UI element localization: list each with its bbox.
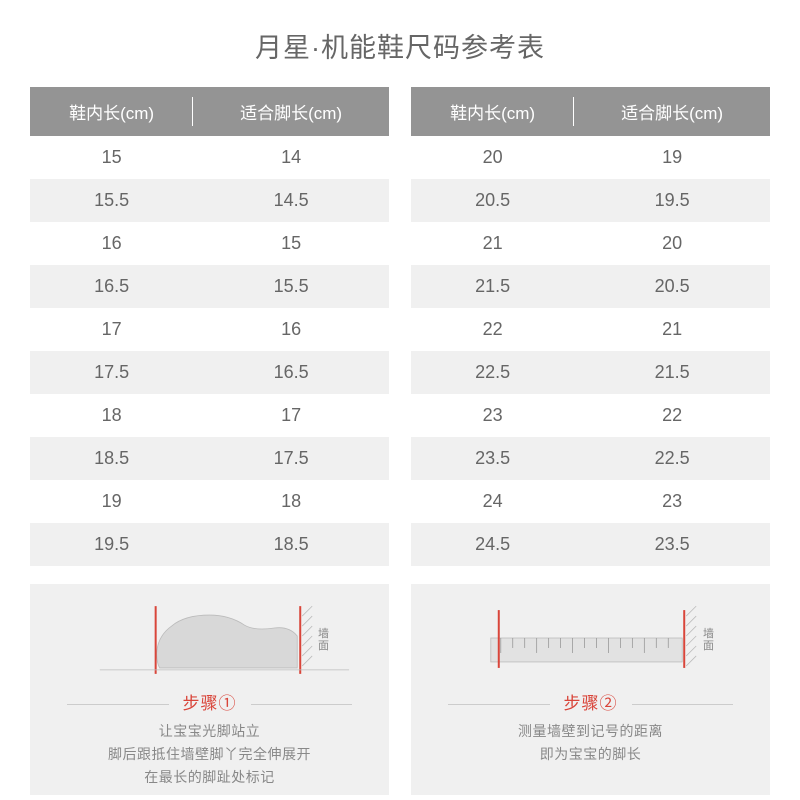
cell-insole: 17.5 [30, 351, 193, 394]
step-2-line2: 即为宝宝的脚长 [421, 743, 760, 766]
step-2-line1: 测量墙壁到记号的距离 [421, 720, 760, 743]
cell-insole: 23 [411, 394, 574, 437]
cell-insole: 20.5 [411, 179, 574, 222]
table-row: 19.518.5 [30, 523, 389, 566]
cell-foot: 22.5 [574, 437, 770, 480]
th-insole: 鞋内长(cm) [30, 87, 193, 136]
cell-insole: 15 [30, 136, 193, 179]
table-row: 17.516.5 [30, 351, 389, 394]
step-1-line1: 让宝宝光脚站立 [40, 720, 379, 743]
step-1-line3: 在最长的脚趾处标记 [40, 766, 379, 789]
table-row: 2423 [411, 480, 770, 523]
cell-insole: 18 [30, 394, 193, 437]
table-row: 18.517.5 [30, 437, 389, 480]
cell-insole: 16.5 [30, 265, 193, 308]
tables-container: 鞋内长(cm) 适合脚长(cm) 151415.514.5161516.515.… [0, 87, 800, 566]
cell-insole: 18.5 [30, 437, 193, 480]
cell-foot: 21.5 [574, 351, 770, 394]
cell-foot: 15 [193, 222, 389, 265]
cell-insole: 21 [411, 222, 574, 265]
page-title: 月星·机能鞋尺码参考表 [0, 0, 800, 87]
cell-insole: 24 [411, 480, 574, 523]
table-row: 15.514.5 [30, 179, 389, 222]
cell-foot: 19 [574, 136, 770, 179]
cell-foot: 20 [574, 222, 770, 265]
cell-foot: 20.5 [574, 265, 770, 308]
cell-foot: 23.5 [574, 523, 770, 566]
table-row: 1918 [30, 480, 389, 523]
wall-label-1: 墙面 [318, 628, 329, 652]
cell-foot: 16 [193, 308, 389, 351]
step-1-illustration: 墙面 [40, 598, 379, 683]
cell-foot: 17 [193, 394, 389, 437]
step-1-desc: 让宝宝光脚站立 脚后跟抵住墙壁脚丫完全伸展开 在最长的脚趾处标记 [40, 720, 379, 789]
cell-insole: 21.5 [411, 265, 574, 308]
size-table-left: 鞋内长(cm) 适合脚长(cm) 151415.514.5161516.515.… [30, 87, 389, 566]
cell-insole: 22 [411, 308, 574, 351]
cell-foot: 16.5 [193, 351, 389, 394]
cell-foot: 18 [193, 480, 389, 523]
table-row: 1817 [30, 394, 389, 437]
table-row: 24.523.5 [411, 523, 770, 566]
cell-foot: 14 [193, 136, 389, 179]
step-2-desc: 测量墙壁到记号的距离 即为宝宝的脚长 [421, 720, 760, 766]
cell-insole: 17 [30, 308, 193, 351]
table-row: 2221 [411, 308, 770, 351]
size-table-right: 鞋内长(cm) 适合脚长(cm) 201920.519.5212021.520.… [411, 87, 770, 566]
cell-insole: 22.5 [411, 351, 574, 394]
wall-label-2: 墙面 [703, 628, 714, 652]
cell-foot: 18.5 [193, 523, 389, 566]
th-foot: 适合脚长(cm) [193, 87, 389, 136]
th-insole: 鞋内长(cm) [411, 87, 574, 136]
table-row: 20.519.5 [411, 179, 770, 222]
cell-insole: 24.5 [411, 523, 574, 566]
table-row: 21.520.5 [411, 265, 770, 308]
table-row: 2322 [411, 394, 770, 437]
cell-foot: 14.5 [193, 179, 389, 222]
table-row: 1514 [30, 136, 389, 179]
cell-insole: 19.5 [30, 523, 193, 566]
steps-container: 墙面 步骤① 让宝宝光脚站立 脚后跟抵住墙壁脚丫完全伸展开 在最长的脚趾处标记 [0, 566, 800, 795]
table-row: 1716 [30, 308, 389, 351]
step-1-line2: 脚后跟抵住墙壁脚丫完全伸展开 [40, 743, 379, 766]
table-row: 16.515.5 [30, 265, 389, 308]
cell-insole: 20 [411, 136, 574, 179]
table-row: 1615 [30, 222, 389, 265]
cell-foot: 23 [574, 480, 770, 523]
step-2-label: 步骤② [421, 689, 760, 714]
step-2-box: 墙面 步骤② 测量墙壁到记号的距离 即为宝宝的脚长 [411, 584, 770, 795]
cell-insole: 16 [30, 222, 193, 265]
step-1-label: 步骤① [40, 689, 379, 714]
cell-foot: 22 [574, 394, 770, 437]
table-row: 22.521.5 [411, 351, 770, 394]
cell-insole: 19 [30, 480, 193, 523]
cell-foot: 15.5 [193, 265, 389, 308]
cell-insole: 15.5 [30, 179, 193, 222]
th-foot: 适合脚长(cm) [574, 87, 770, 136]
table-row: 2120 [411, 222, 770, 265]
cell-foot: 17.5 [193, 437, 389, 480]
step-1-box: 墙面 步骤① 让宝宝光脚站立 脚后跟抵住墙壁脚丫完全伸展开 在最长的脚趾处标记 [30, 584, 389, 795]
step-2-illustration: 墙面 [421, 598, 760, 683]
table-row: 2019 [411, 136, 770, 179]
cell-insole: 23.5 [411, 437, 574, 480]
cell-foot: 21 [574, 308, 770, 351]
table-row: 23.522.5 [411, 437, 770, 480]
cell-foot: 19.5 [574, 179, 770, 222]
